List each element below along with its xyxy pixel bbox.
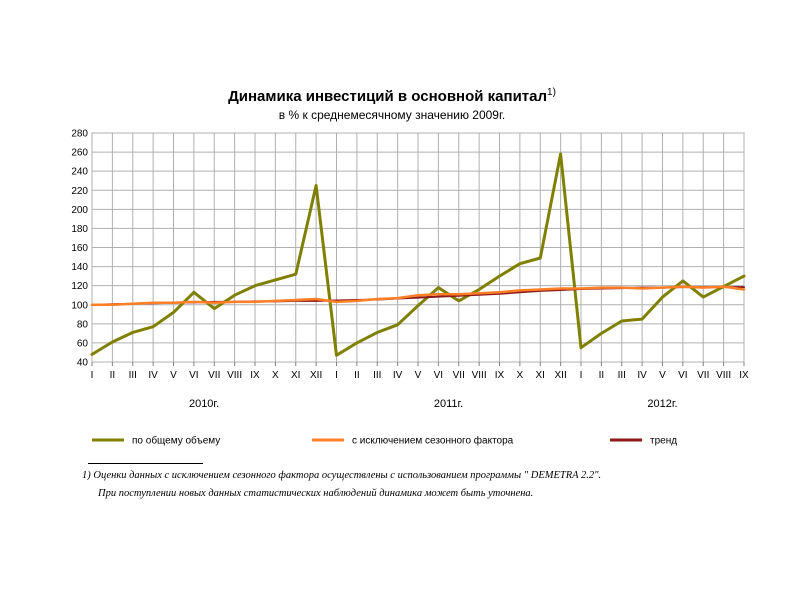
x-tick-label: XII bbox=[310, 370, 322, 381]
x-tick-label: VII bbox=[453, 370, 465, 381]
year-label: 2010г. bbox=[189, 398, 219, 410]
y-tick-label: 80 bbox=[77, 319, 89, 330]
year-label: 2011г. bbox=[434, 398, 463, 410]
y-tick-label: 240 bbox=[71, 167, 88, 178]
legend-label: тренд bbox=[650, 436, 677, 447]
y-tick-label: 60 bbox=[77, 338, 89, 349]
x-tick-label: VIII bbox=[472, 370, 487, 381]
y-tick-label: 100 bbox=[71, 300, 88, 311]
x-tick-label: V bbox=[659, 370, 666, 381]
x-tick-label: VII bbox=[208, 370, 220, 381]
series-line-1 bbox=[90, 152, 746, 357]
series-line-2 bbox=[90, 285, 746, 307]
y-tick-label: 280 bbox=[71, 129, 88, 140]
x-tick-label: II bbox=[354, 370, 360, 381]
y-tick-label: 180 bbox=[71, 224, 88, 235]
x-tick-label: I bbox=[335, 370, 338, 381]
y-tick-label: 260 bbox=[71, 148, 88, 159]
footnote-line-2: При поступлении новых данных статистичес… bbox=[98, 488, 534, 499]
chart-subtitle: в % к среднемесячному значению 2009г. bbox=[279, 108, 505, 122]
x-tick-label: III bbox=[618, 370, 626, 381]
x-tick-label: X bbox=[272, 370, 279, 381]
x-tick-label: II bbox=[110, 370, 116, 381]
x-tick-label: VII bbox=[697, 370, 709, 381]
x-tick-label: XI bbox=[536, 370, 545, 381]
x-tick-label: VIII bbox=[716, 370, 731, 381]
x-tick-label: VI bbox=[189, 370, 198, 381]
y-tick-label: 120 bbox=[71, 281, 88, 292]
x-tick-label: XI bbox=[291, 370, 300, 381]
y-tick-label: 140 bbox=[71, 262, 88, 273]
x-tick-label: I bbox=[91, 370, 94, 381]
x-tick-label: X bbox=[517, 370, 524, 381]
x-tick-label: II bbox=[599, 370, 605, 381]
x-tick-label: XII bbox=[555, 370, 567, 381]
x-tick-label: IV bbox=[637, 370, 647, 381]
x-tick-label: IX bbox=[495, 370, 505, 381]
y-tick-label: 40 bbox=[77, 358, 89, 369]
x-tick-label: VI bbox=[678, 370, 687, 381]
x-tick-label: VIII bbox=[227, 370, 242, 381]
x-tick-label: V bbox=[415, 370, 422, 381]
legend-label: по общему объему bbox=[132, 435, 220, 447]
y-tick-label: 160 bbox=[71, 243, 88, 254]
x-tick-label: IX bbox=[739, 370, 749, 381]
chart-title-sup: 1) bbox=[547, 87, 556, 98]
x-tick-label: IX bbox=[250, 370, 260, 381]
x-tick-label: IV bbox=[393, 370, 403, 381]
x-tick-label: I bbox=[580, 370, 583, 381]
footnote-rule bbox=[88, 463, 203, 464]
year-label: 2012г. bbox=[647, 398, 677, 410]
x-tick-label: III bbox=[373, 370, 381, 381]
y-tick-label: 220 bbox=[71, 186, 88, 197]
x-tick-label: IV bbox=[148, 370, 158, 381]
legend: по общему объему с исключением сезонного … bbox=[92, 435, 677, 447]
y-tick-label: 200 bbox=[71, 205, 88, 216]
x-tick-label: III bbox=[129, 370, 137, 381]
x-tick-label: V bbox=[170, 370, 177, 381]
chart-title: Динамика инвестиций в основной капитал1) bbox=[228, 87, 556, 105]
legend-label: с исключением сезонного фактора bbox=[352, 435, 514, 447]
footnote-line-1: 1) Оценки данных с исключением сезонного… bbox=[82, 470, 602, 481]
x-tick-label: VI bbox=[434, 370, 443, 381]
